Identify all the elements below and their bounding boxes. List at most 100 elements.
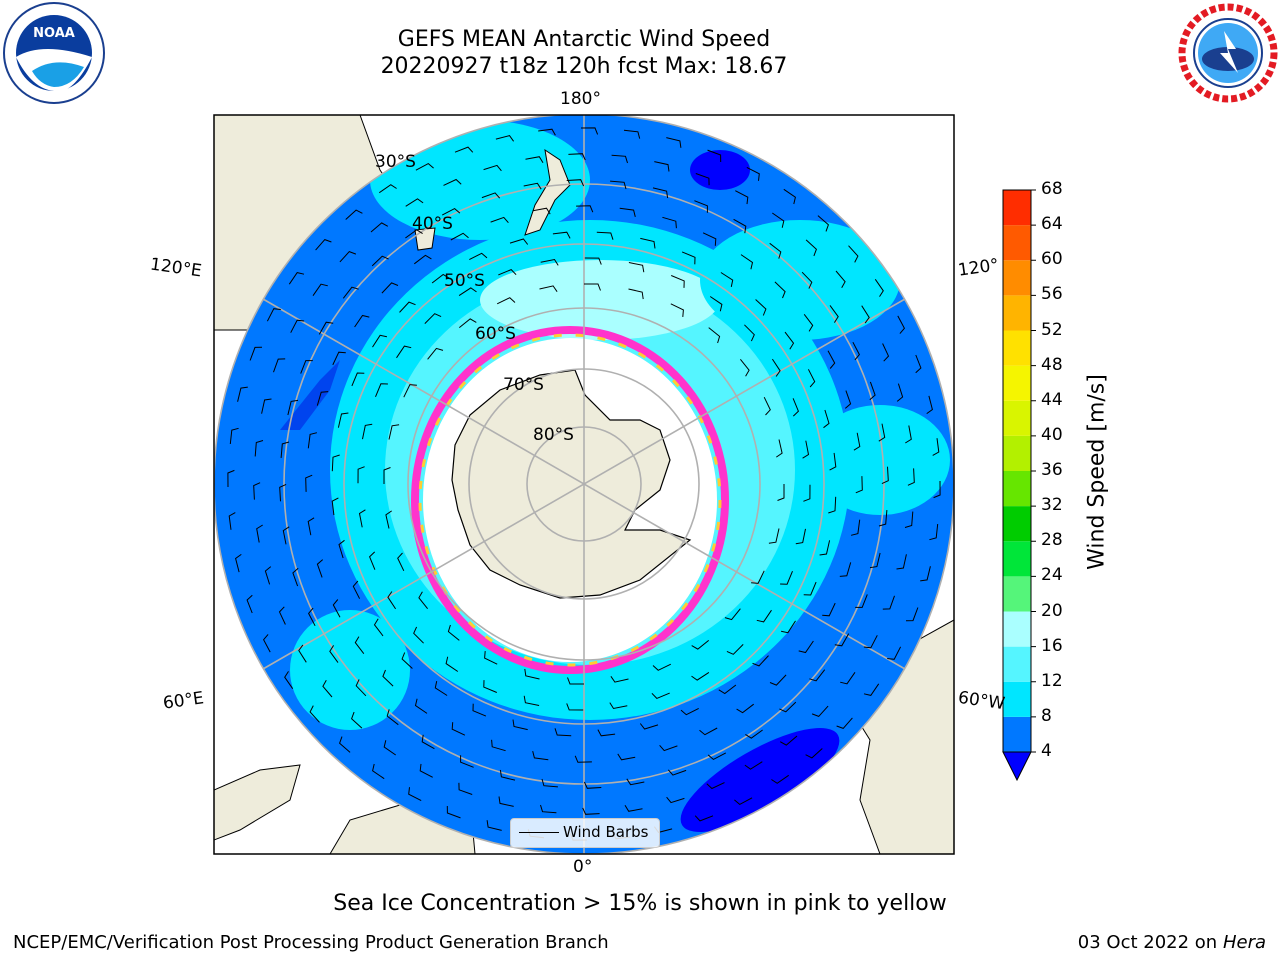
wind-barb [383,467,391,484]
africa-land [214,764,301,841]
wind-barb [512,719,528,731]
wind-barb [369,551,376,570]
colorbar-segment [1003,260,1031,296]
wind-barb [352,580,361,599]
footer-organization: NCEP/EMC/Verification Post Processing Pr… [13,932,609,953]
wind-barb [869,552,881,569]
wind-barb [834,633,850,647]
wind-barb [405,198,424,207]
colorbar-segment [1003,576,1031,612]
wind-barb [584,283,601,291]
wind-barb [458,782,473,795]
wind-barb [316,559,324,578]
wind-barb [235,553,242,573]
wind-barb [920,566,931,582]
wind-barb [401,652,413,669]
svg-text:NOAA: NOAA [33,26,75,41]
wind-barb [415,162,434,171]
wind-barb [779,701,797,713]
wind-barb [624,805,643,812]
wind-barb [308,607,316,627]
wind-barb [882,343,890,362]
wind-barb [740,358,750,377]
colorbar-tick-label: 44 [1041,389,1063,410]
wind-barb [795,528,806,545]
sea-ice-edge [411,326,729,674]
wind-barb [403,384,417,398]
lon-label-0: 0° [573,857,593,877]
wind-barb [284,671,294,689]
wind-barb [357,466,365,484]
wind-barb [450,232,469,241]
wind-barb [264,566,272,585]
nws-logo-icon [1178,3,1278,103]
wind-barb [509,238,529,245]
wind-barb [718,684,737,695]
wind-barb [431,273,450,284]
colorbar-segment [1003,225,1031,261]
lat-label-30s: 30°S [375,152,416,172]
wind-barb [726,644,744,655]
wind-barb [307,517,315,536]
wind-barb [307,432,318,449]
wind-barb [609,702,628,710]
wind-barb [667,769,687,776]
wind-barb [329,645,339,663]
wind-barb [823,409,830,429]
wind-barb [279,483,287,502]
wind-barb [583,781,602,789]
wind-barb [811,705,829,717]
wind-barb [256,524,263,543]
wind-barb [358,509,366,528]
wind-barb [905,425,912,444]
wind-barb [287,399,299,416]
wind-barb [735,190,749,205]
wind-barb [532,750,549,761]
wind-barb [354,636,365,655]
wind-barb [863,683,880,696]
wind-barb [460,755,474,768]
wind-barb [342,286,359,299]
wind-barb [490,216,509,224]
lat-label-70s: 70°S [503,375,544,395]
wind-barb [419,763,433,778]
wind-barb [441,208,461,216]
wind-barb [869,381,876,401]
wind-barb [481,192,501,199]
wind-barb [772,212,785,228]
wind-barb [371,255,389,267]
wind-barb [292,567,299,587]
wind-barb [848,245,859,263]
wind-barb [776,439,783,458]
wind-barb [671,275,685,288]
colorbar-tick-label: 28 [1041,530,1063,551]
wind-barb [707,752,727,760]
wind-barb [580,127,599,135]
wind-barb [691,640,710,650]
wind-barb [628,288,644,300]
wind-barb [654,161,670,172]
wind-barb [532,207,551,215]
colorbar-segment [1003,611,1031,647]
wind-barb [896,554,907,570]
wind-barb [744,761,763,770]
wind-barb [850,519,861,536]
wind-barb [780,620,796,634]
wind-barb [454,146,474,153]
wind-barb [305,474,313,492]
wind-barb [803,581,817,596]
wind-barb [540,804,557,814]
wind-barb [566,179,585,187]
wind-barb [855,594,868,608]
wind-barb [670,303,684,317]
wind-barb [386,709,399,726]
wind-barb [567,677,584,685]
colorbar-tick-label: 48 [1041,354,1063,375]
wind-barb [290,319,305,333]
wind-barb [413,254,432,265]
colorbar-segment [1003,541,1031,577]
wind-barb [408,787,422,802]
wind-barb [372,763,385,780]
wind-barb [273,358,286,373]
wind-barb [237,386,248,402]
